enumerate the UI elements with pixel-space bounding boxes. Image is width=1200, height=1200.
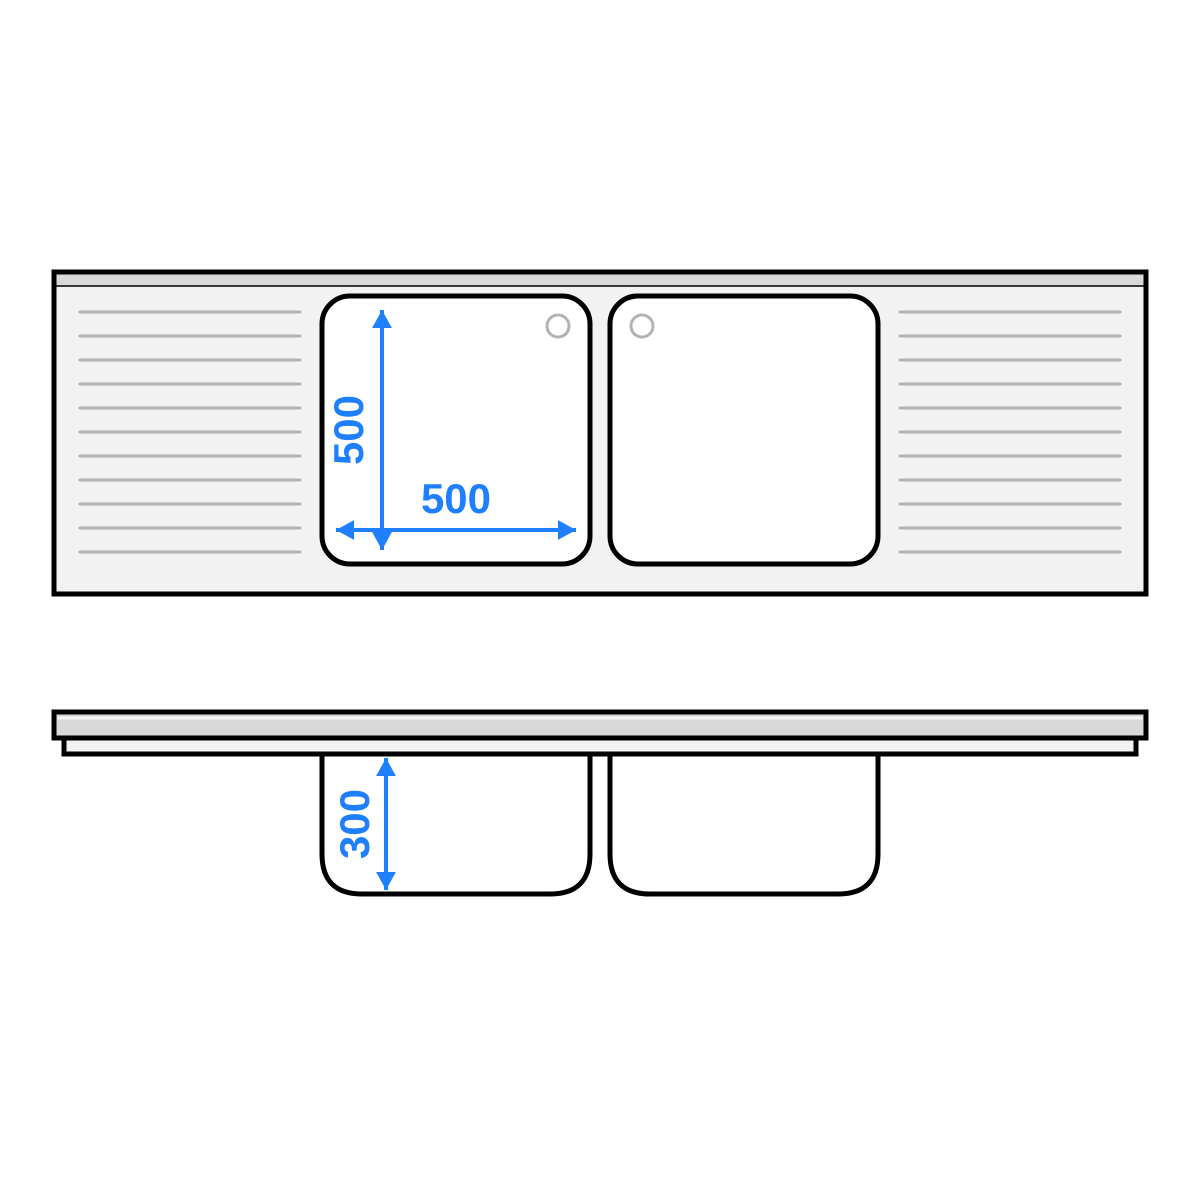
dimension-depth-label: 300 <box>331 789 378 859</box>
basin-right-front <box>610 754 878 894</box>
dimension-height-label: 500 <box>325 395 372 465</box>
worktop-front-edge <box>64 738 1136 754</box>
worktop-slab <box>54 712 1146 738</box>
dimension-width-label: 500 <box>421 475 491 522</box>
basin-right-top <box>610 296 878 564</box>
sink-technical-drawing: 500 500 300 <box>0 0 1200 1200</box>
front-view: 300 <box>54 712 1146 894</box>
top-view: 500 500 <box>54 272 1146 594</box>
